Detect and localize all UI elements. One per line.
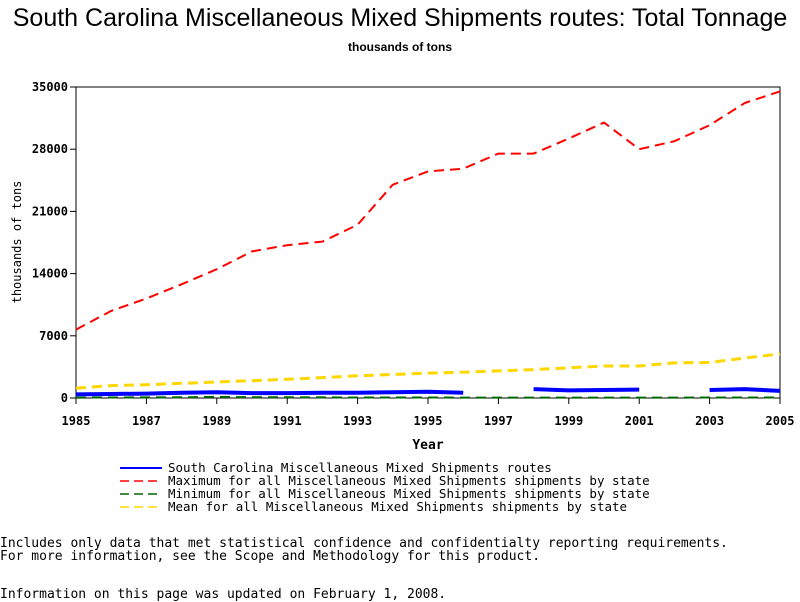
x-tick-label: 1989 bbox=[202, 414, 231, 428]
x-tick-label: 1997 bbox=[484, 414, 513, 428]
chart-axes bbox=[75, 86, 781, 399]
x-tick-label: 1987 bbox=[132, 414, 161, 428]
chart-legend: South Carolina Miscellaneous Mixed Shipm… bbox=[120, 460, 650, 514]
series-3 bbox=[75, 352, 781, 390]
chart-ticks: 0 7000 14000 21000 28000 35000 1985 1987 1989 199… bbox=[32, 80, 795, 428]
series-line bbox=[709, 387, 781, 393]
legend-label: South Carolina Miscellaneous Mixed Shipm… bbox=[168, 460, 552, 475]
x-tick-label: 2001 bbox=[625, 414, 654, 428]
series-line bbox=[75, 90, 781, 331]
series-line bbox=[75, 395, 780, 399]
legend-label: Mean for all Miscellaneous Mixed Shipmen… bbox=[168, 499, 627, 514]
y-tick-label: 35000 bbox=[32, 80, 68, 94]
series-2 bbox=[75, 395, 780, 399]
y-tick-label: 7000 bbox=[39, 329, 68, 343]
series-line bbox=[533, 387, 640, 393]
y-tick-label: 14000 bbox=[32, 267, 68, 281]
legend-label: Maximum for all Miscellaneous Mixed Ship… bbox=[168, 473, 650, 488]
y-tick-label: 28000 bbox=[32, 142, 68, 156]
update-notice: Information on this page was updated on … bbox=[0, 587, 447, 602]
x-tick-label: 1999 bbox=[554, 414, 583, 428]
footnote-confidence: Includes only data that met statistical … bbox=[0, 536, 728, 551]
footnote-methodology: For more information, see the Scope and … bbox=[0, 549, 541, 564]
chart-subtitle: thousands of tons bbox=[348, 40, 452, 54]
chart-title: South Carolina Miscellaneous Mixed Shipm… bbox=[12, 4, 788, 32]
x-tick-label: 1995 bbox=[414, 414, 443, 428]
series-0 bbox=[75, 387, 781, 397]
x-tick-label: 1991 bbox=[273, 414, 302, 428]
y-axis-label: thousands of tons bbox=[10, 181, 24, 304]
plot-frame bbox=[75, 86, 781, 399]
y-tick-label: 21000 bbox=[32, 204, 68, 218]
x-tick-label: 2005 bbox=[766, 414, 795, 428]
chart-series bbox=[75, 90, 781, 399]
x-tick-label: 1985 bbox=[62, 414, 91, 428]
series-1 bbox=[75, 90, 781, 331]
series-line bbox=[75, 389, 464, 397]
series-line bbox=[75, 352, 781, 390]
x-axis-label: Year bbox=[412, 438, 443, 453]
y-tick-label: 0 bbox=[61, 391, 68, 405]
x-tick-label: 2003 bbox=[695, 414, 724, 428]
legend-label: Minimum for all Miscellaneous Mixed Ship… bbox=[168, 486, 650, 501]
x-tick-label: 1993 bbox=[343, 414, 372, 428]
